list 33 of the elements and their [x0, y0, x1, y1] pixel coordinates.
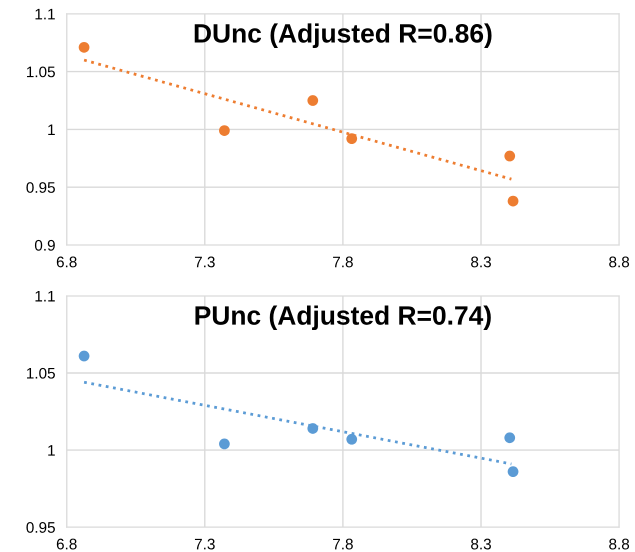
- y-tick-label: 1.05: [26, 66, 55, 78]
- x-tick-label: 7.3: [194, 538, 215, 550]
- chart-title: PUnc (Adjusted R=0.74): [195, 305, 491, 330]
- x-tick-label: 7.3: [194, 256, 215, 268]
- y-tick-label: 0.95: [26, 182, 55, 193]
- x-tick-label: 6.8: [56, 538, 77, 550]
- x-tick-label: 7.8: [333, 256, 353, 268]
- x-tick-label: 8.3: [471, 538, 491, 550]
- x-tick-label: 8.3: [471, 256, 491, 268]
- y-tick-label: 0.9: [34, 240, 55, 251]
- point: [307, 95, 318, 106]
- point: [508, 466, 518, 478]
- point: [78, 350, 90, 362]
- y-tick-label: 1: [48, 445, 55, 456]
- x-tick-label: 7.8: [333, 538, 353, 550]
- y-tick-label: 1.1: [35, 8, 55, 20]
- point: [307, 423, 318, 434]
- point: [508, 196, 518, 206]
- y-tick-label: 0.95: [26, 522, 55, 533]
- point: [504, 432, 516, 444]
- chart-title: DUnc (Adjusted R=0.86): [194, 23, 492, 48]
- point: [504, 150, 516, 162]
- point: [346, 133, 358, 144]
- y-tick-label: 1.05: [26, 368, 55, 379]
- y-tick-label: 1: [48, 124, 55, 135]
- x-tick-label: 8.8: [609, 538, 630, 550]
- point: [219, 125, 230, 136]
- x-tick-label: 8.8: [609, 256, 630, 268]
- x-tick-label: 6.8: [56, 256, 77, 268]
- point: [346, 434, 358, 445]
- point: [219, 438, 230, 450]
- point: [78, 42, 90, 53]
- y-tick-label: 1.1: [35, 290, 55, 302]
